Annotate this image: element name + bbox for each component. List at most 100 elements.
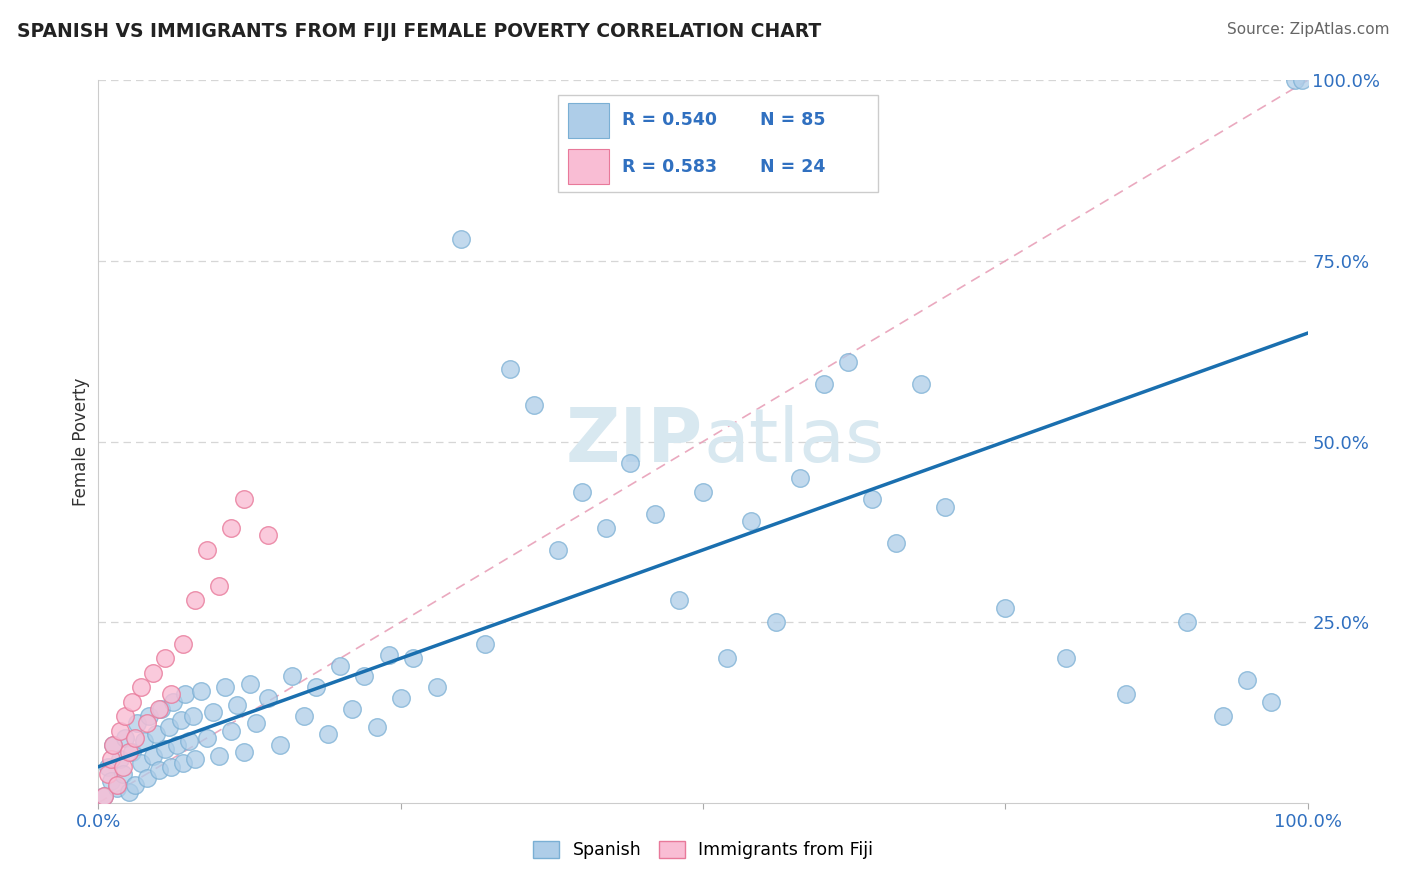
- Point: [619, 456, 641, 470]
- Point: [153, 651, 176, 665]
- Point: [160, 687, 183, 701]
- Point: [221, 521, 243, 535]
- Point: [135, 771, 157, 785]
- Point: [118, 785, 141, 799]
- Point: [127, 716, 149, 731]
- Point: [1115, 687, 1137, 701]
- Point: [172, 756, 194, 770]
- Point: [239, 676, 262, 690]
- Point: [129, 756, 152, 770]
- Point: [93, 789, 115, 803]
- Point: [1212, 709, 1234, 723]
- Point: [934, 500, 956, 514]
- Point: [474, 637, 496, 651]
- Point: [111, 760, 134, 774]
- Point: [114, 731, 136, 745]
- Point: [1284, 73, 1306, 87]
- Text: atlas: atlas: [703, 405, 884, 478]
- Point: [256, 691, 278, 706]
- Point: [160, 760, 183, 774]
- Point: [740, 514, 762, 528]
- Point: [523, 398, 546, 412]
- Point: [166, 738, 188, 752]
- Point: [426, 680, 449, 694]
- Point: [100, 752, 122, 766]
- Point: [1236, 673, 1258, 687]
- Point: [547, 542, 569, 557]
- Point: [202, 706, 225, 720]
- Point: [1054, 651, 1077, 665]
- Point: [129, 680, 152, 694]
- Point: [256, 528, 278, 542]
- Point: [148, 702, 170, 716]
- Point: [135, 716, 157, 731]
- Point: [377, 648, 399, 662]
- Point: [105, 778, 128, 792]
- Legend: Spanish, Immigrants from Fiji: Spanish, Immigrants from Fiji: [526, 834, 880, 866]
- Point: [389, 691, 412, 706]
- Point: [402, 651, 425, 665]
- Point: [208, 748, 231, 763]
- Point: [595, 521, 617, 535]
- Point: [1291, 73, 1313, 87]
- Text: ZIP: ZIP: [565, 405, 703, 478]
- Text: Source: ZipAtlas.com: Source: ZipAtlas.com: [1226, 22, 1389, 37]
- Point: [153, 741, 176, 756]
- Point: [179, 734, 201, 748]
- Point: [172, 637, 194, 651]
- Point: [994, 600, 1017, 615]
- Point: [145, 727, 167, 741]
- Point: [184, 752, 207, 766]
- Point: [813, 376, 835, 391]
- Point: [765, 615, 787, 630]
- Point: [93, 789, 115, 803]
- Point: [101, 738, 124, 752]
- Point: [195, 731, 218, 745]
- Point: [97, 767, 120, 781]
- Point: [910, 376, 932, 391]
- Point: [305, 680, 328, 694]
- Point: [329, 658, 352, 673]
- Point: [169, 713, 191, 727]
- Point: [316, 727, 339, 741]
- Point: [124, 731, 146, 745]
- Point: [105, 781, 128, 796]
- Point: [181, 709, 204, 723]
- Point: [190, 683, 212, 698]
- Point: [142, 748, 165, 763]
- Point: [101, 738, 124, 752]
- Point: [692, 485, 714, 500]
- Point: [245, 716, 267, 731]
- Point: [174, 687, 197, 701]
- Point: [353, 669, 375, 683]
- Point: [668, 593, 690, 607]
- Point: [150, 702, 173, 716]
- Point: [292, 709, 315, 723]
- Point: [1175, 615, 1198, 630]
- Point: [195, 542, 218, 557]
- Point: [108, 723, 131, 738]
- Point: [232, 745, 254, 759]
- Point: [221, 723, 243, 738]
- Point: [208, 579, 231, 593]
- Point: [232, 492, 254, 507]
- Point: [226, 698, 249, 713]
- Point: [121, 745, 143, 759]
- Point: [142, 665, 165, 680]
- Point: [269, 738, 291, 752]
- Point: [111, 767, 134, 781]
- Point: [498, 362, 520, 376]
- Point: [100, 774, 122, 789]
- Point: [886, 535, 908, 549]
- Point: [571, 485, 593, 500]
- Y-axis label: Female Poverty: Female Poverty: [72, 377, 90, 506]
- Point: [162, 695, 184, 709]
- Point: [789, 470, 811, 484]
- Point: [214, 680, 236, 694]
- Point: [134, 734, 156, 748]
- Text: SPANISH VS IMMIGRANTS FROM FIJI FEMALE POVERTY CORRELATION CHART: SPANISH VS IMMIGRANTS FROM FIJI FEMALE P…: [17, 22, 821, 41]
- Point: [366, 720, 388, 734]
- Point: [644, 507, 666, 521]
- Point: [138, 709, 160, 723]
- Point: [124, 778, 146, 792]
